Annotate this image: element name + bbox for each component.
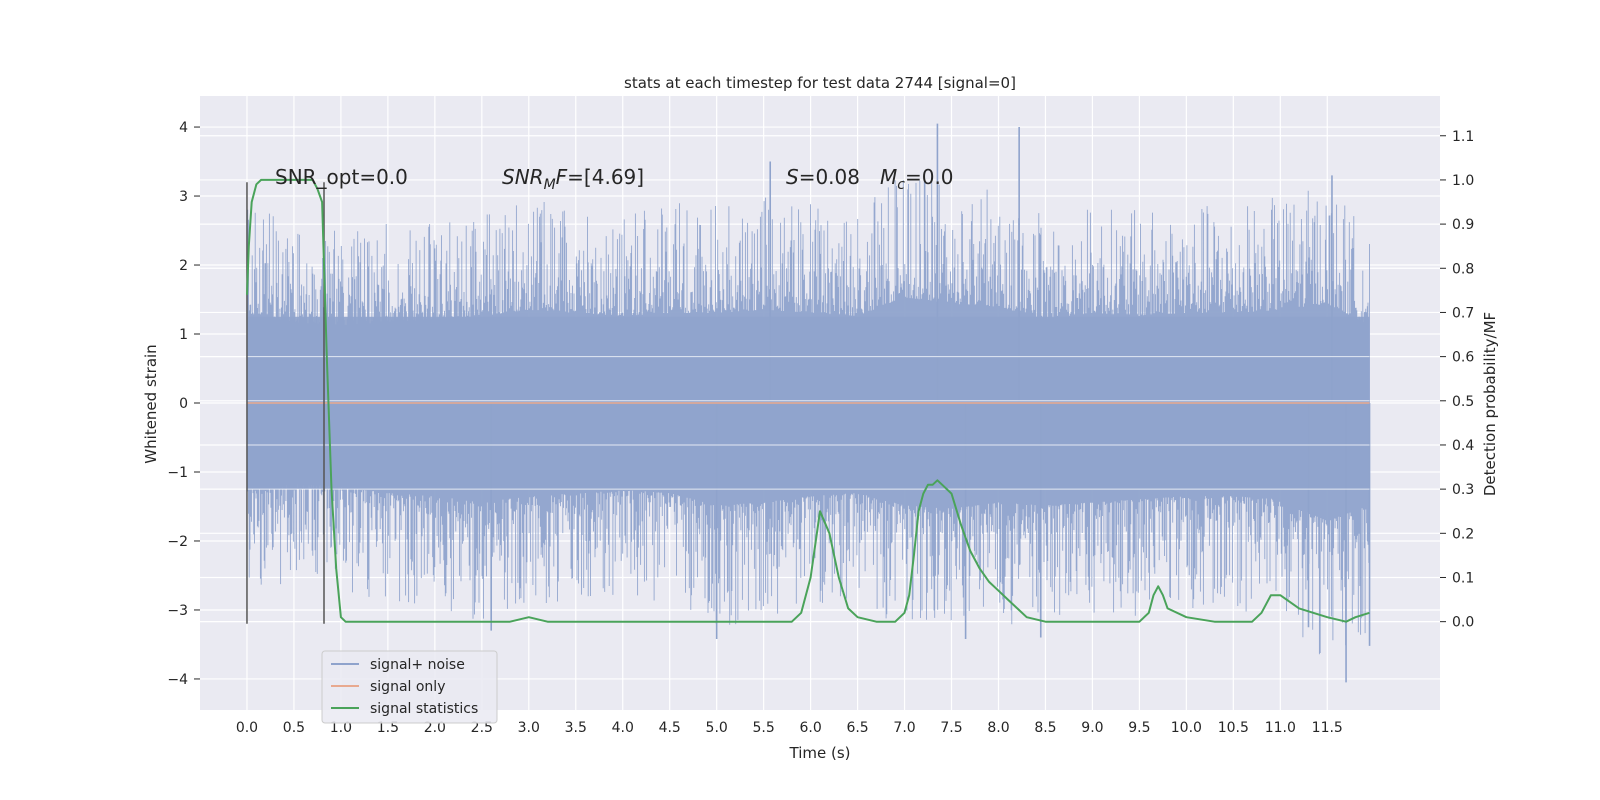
x-tick-label: 7.0 bbox=[893, 720, 915, 736]
y2-tick-label: 0.1 bbox=[1452, 570, 1474, 586]
x-axis-label: Time (s) bbox=[789, 744, 851, 762]
x-tick-label: 4.0 bbox=[612, 720, 634, 736]
x-tick-label: 0.0 bbox=[236, 720, 258, 736]
x-tick-label: 10.0 bbox=[1171, 720, 1202, 736]
x-tick-label: 0.5 bbox=[283, 720, 305, 736]
annotation-mc: Mc=0.0 bbox=[880, 165, 954, 193]
annotation-mc-value: =0.0 bbox=[905, 165, 954, 189]
y-tick-label: 3 bbox=[179, 189, 188, 205]
y2-tick-label: 0.5 bbox=[1452, 394, 1474, 410]
x-tick-label: 11.5 bbox=[1312, 720, 1343, 736]
y-tick-label: 0 bbox=[179, 396, 188, 412]
x-tick-label: 4.5 bbox=[659, 720, 681, 736]
legend-entry-stats: signal statistics bbox=[370, 701, 478, 717]
x-tick-label: 6.5 bbox=[846, 720, 868, 736]
x-tick-label: 8.5 bbox=[1034, 720, 1056, 736]
tick-labels: 0.0 0.5 1.0 1.5 2.0 2.5 3.0 3.5 4.0 4.5 5.0 5.5 6.0 6… bbox=[167, 120, 1474, 736]
y-axis-label: Whitened strain bbox=[142, 344, 160, 463]
y2-tick-label: 1.1 bbox=[1452, 129, 1474, 145]
x-tick-label: 8.0 bbox=[987, 720, 1009, 736]
y-tick-label: −3 bbox=[167, 603, 188, 619]
x-tick-label: 6.0 bbox=[799, 720, 821, 736]
y2-tick-label: 0.4 bbox=[1452, 438, 1474, 454]
y2-tick-label: 0.2 bbox=[1452, 526, 1474, 542]
y-tick-label: −2 bbox=[167, 534, 188, 550]
legend: signal+ noise signal only signal statist… bbox=[321, 650, 498, 724]
x-tick-label: 1.5 bbox=[377, 720, 399, 736]
x-tick-label: 3.5 bbox=[565, 720, 587, 736]
x-tick-label: 2.5 bbox=[471, 720, 493, 736]
statistics-series bbox=[246, 178, 1370, 623]
x-tick-label: 5.5 bbox=[753, 720, 775, 736]
x-tick-label: 2.0 bbox=[424, 720, 446, 736]
y2-tick-label: 0.7 bbox=[1452, 305, 1474, 321]
statistics-line bbox=[246, 178, 1370, 623]
y2-tick-label: 0.6 bbox=[1452, 350, 1474, 366]
annotation-s: S=0.08 bbox=[786, 165, 860, 189]
y2-tick-label: 0.3 bbox=[1452, 482, 1474, 498]
x-tick-label: 1.0 bbox=[330, 720, 352, 736]
legend-entry-noise: signal+ noise bbox=[370, 657, 465, 673]
y2-axis-label: Detection probability/MF bbox=[1481, 312, 1499, 496]
chart-title: stats at each timestep for test data 274… bbox=[624, 74, 1016, 92]
y-tick-label: −1 bbox=[167, 465, 188, 481]
y-tick-label: 4 bbox=[179, 120, 188, 136]
x-tick-label: 5.0 bbox=[706, 720, 728, 736]
y2-tick-label: 0.9 bbox=[1452, 217, 1474, 233]
x-tick-label: 7.5 bbox=[940, 720, 962, 736]
annotation-s-value: =0.08 bbox=[799, 165, 860, 189]
y2-tick-label: 0.8 bbox=[1452, 261, 1474, 277]
x-tick-label: 9.0 bbox=[1081, 720, 1103, 736]
y2-tick-label: 0.0 bbox=[1452, 615, 1474, 631]
annotation-snr-opt: SNR_opt=0.0 bbox=[275, 165, 408, 189]
y2-tick-label: 1.0 bbox=[1452, 173, 1474, 189]
annotation-snr-mf: SNRMF=[4.69] bbox=[502, 165, 644, 193]
legend-box bbox=[321, 650, 498, 724]
x-tick-label: 11.0 bbox=[1265, 720, 1296, 736]
y-tick-label: 1 bbox=[179, 327, 188, 343]
x-tick-label: 10.5 bbox=[1218, 720, 1249, 736]
annotation-snr-mf-value: =[4.69] bbox=[567, 165, 644, 189]
y-tick-label: 2 bbox=[179, 258, 188, 274]
x-tick-label: 9.5 bbox=[1128, 720, 1150, 736]
y-tick-label: −4 bbox=[167, 672, 188, 688]
x-tick-label: 3.0 bbox=[518, 720, 540, 736]
legend-entry-signal: signal only bbox=[370, 679, 445, 695]
